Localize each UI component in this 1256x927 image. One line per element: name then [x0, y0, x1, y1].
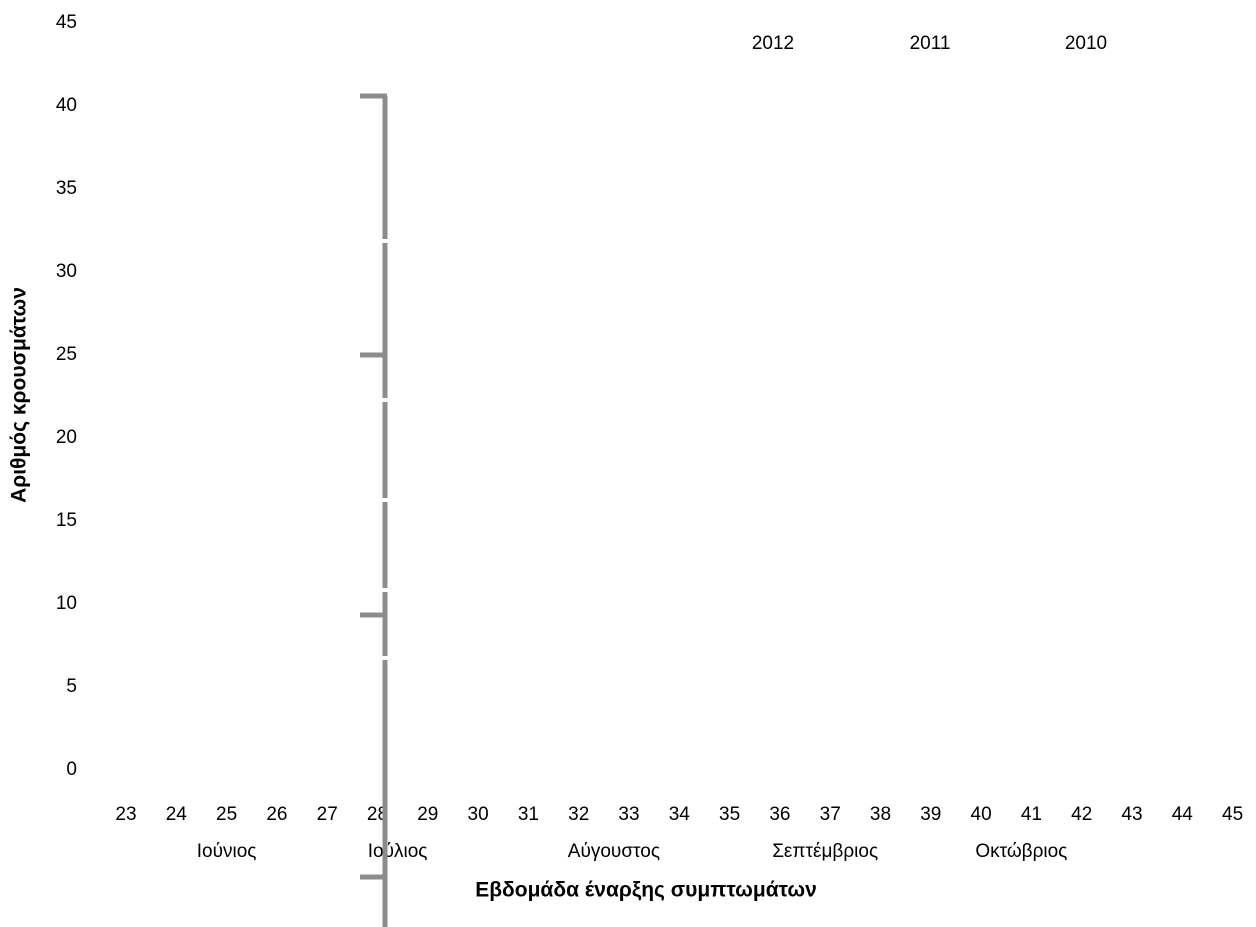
x-tick-label: 32: [568, 804, 589, 825]
y-tick-label: 45: [56, 12, 77, 33]
legend: 2012 2011 2010: [752, 33, 1107, 54]
month-label: Οκτώβριος: [975, 841, 1067, 862]
x-tick-label: 24: [166, 804, 188, 825]
x-axis-tick-labels: 23 24 25 26 27 28 29 30 31 32 33 34 35 36 37 38 39 40 41 42…: [115, 804, 1243, 825]
x-tick-label: 30: [468, 804, 489, 825]
x-tick-label: 31: [518, 804, 539, 825]
vertical-bracket-artifact: [360, 93, 390, 927]
x-tick-label: 36: [769, 804, 790, 825]
bracket-gap: [381, 656, 390, 660]
x-tick-label: 39: [920, 804, 941, 825]
x-tick-label: 33: [618, 804, 639, 825]
y-tick-label: 5: [66, 676, 77, 697]
x-tick-label: 27: [317, 804, 338, 825]
month-label: Ιούνιος: [197, 841, 257, 862]
x-tick-label: 23: [115, 804, 136, 825]
y-tick-label: 10: [56, 593, 77, 614]
x-tick-label: 40: [971, 804, 992, 825]
x-tick-label: 37: [820, 804, 841, 825]
x-tick-label: 29: [417, 804, 438, 825]
x-tick-label: 34: [669, 804, 691, 825]
y-tick-label: 15: [56, 510, 77, 531]
x-axis-title: Εβδομάδα έναρξης συμπτωμάτων: [475, 879, 817, 902]
month-labels: Ιούνιος Ιούλιος Αύγουστος Σεπτέμβριος Οκτώβρ…: [197, 841, 1068, 862]
month-label: Αύγουστος: [568, 841, 660, 862]
bracket-gap: [381, 588, 390, 592]
x-tick-label: 38: [870, 804, 891, 825]
bracket-gap: [381, 239, 390, 243]
x-tick-label: 35: [719, 804, 740, 825]
y-tick-label: 25: [56, 344, 77, 365]
month-label: Σεπτέμβριος: [772, 841, 878, 862]
bracket-gap: [381, 398, 390, 402]
legend-label: 2011: [910, 33, 951, 54]
x-tick-label: 45: [1222, 804, 1243, 825]
month-label: Ιούλιος: [368, 841, 428, 862]
legend-label: 2010: [1065, 33, 1107, 54]
y-tick-label: 35: [56, 178, 77, 199]
y-tick-label: 20: [56, 427, 77, 448]
y-tick-label: 0: [66, 759, 77, 780]
x-tick-label: 42: [1071, 804, 1092, 825]
bracket-gap: [381, 498, 390, 502]
y-axis-tick-labels: 0 5 10 15 20 25 30 35 40 45: [56, 12, 77, 780]
x-tick-label: 44: [1172, 804, 1194, 825]
y-axis-title: Αριθμός κρουσμάτων: [8, 287, 31, 503]
x-tick-label: 26: [266, 804, 287, 825]
y-tick-label: 30: [56, 261, 77, 282]
legend-label: 2012: [752, 33, 794, 54]
x-tick-label: 43: [1121, 804, 1142, 825]
x-tick-label: 25: [216, 804, 237, 825]
y-tick-label: 40: [56, 95, 77, 116]
x-tick-label: 41: [1021, 804, 1042, 825]
